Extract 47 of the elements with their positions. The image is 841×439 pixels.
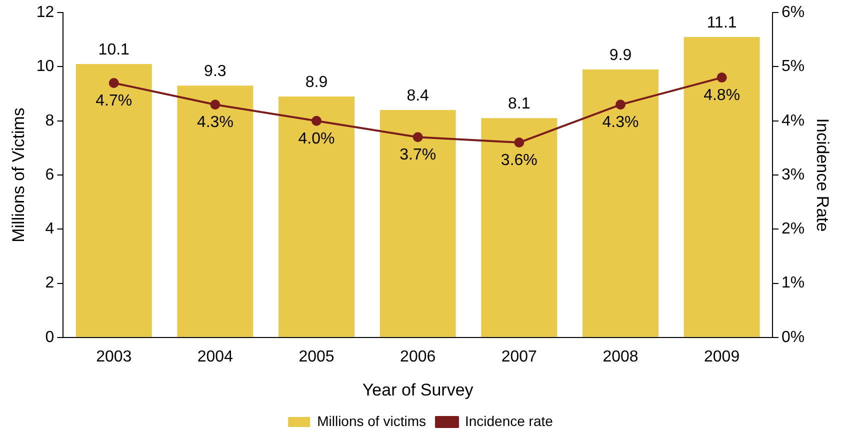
data-label: 8.1 <box>508 96 530 113</box>
data-label: 10.1 <box>98 41 130 58</box>
point <box>716 72 727 83</box>
x-tick-label: 2008 <box>602 348 638 366</box>
data-label: 9.9 <box>609 46 632 64</box>
data-label: 4.3% <box>602 114 639 132</box>
y-tick-label: 12 <box>36 4 54 22</box>
data-label: 4.8% <box>704 86 740 104</box>
x-tick-label: 2007 <box>501 348 538 366</box>
y2-tick-label: 3% <box>781 166 805 184</box>
data-label: 9.3 <box>204 63 226 80</box>
y-tick-label: 8 <box>45 112 54 130</box>
y2-axis-title: Incidence Rate <box>813 118 832 232</box>
data-label: 8.9 <box>305 74 328 91</box>
y-tick-label: 6 <box>45 166 54 184</box>
x-tick-label: 2009 <box>704 348 740 366</box>
y-tick-label: 4 <box>45 220 54 238</box>
point <box>514 138 524 148</box>
data-label: 11.1 <box>706 14 737 32</box>
data-label: 8.4 <box>406 87 430 104</box>
x-tick-label: 2005 <box>298 348 334 366</box>
x-tick-label: 2006 <box>400 348 436 366</box>
y2-tick-label: 4% <box>781 112 805 130</box>
x-tick-label: 2003 <box>96 348 132 366</box>
y2-tick-label: 2% <box>781 220 805 238</box>
y2-tick-label: 0% <box>781 328 805 346</box>
y-tick-label: 0 <box>45 328 54 346</box>
y-tick-label: 10 <box>36 58 54 76</box>
y2-tick-label: 6% <box>781 4 805 22</box>
data-label: 3.7% <box>400 146 436 164</box>
legend-label: Incidence rate <box>464 412 554 429</box>
data-label: 3.6% <box>500 152 538 169</box>
y2-tick-label: 5% <box>781 58 805 76</box>
y2-tick-label: 1% <box>781 274 805 292</box>
point <box>312 116 322 126</box>
point <box>412 132 423 142</box>
data-label: 4.0% <box>298 130 335 148</box>
point <box>108 78 119 88</box>
point <box>210 100 220 110</box>
x-tick-label: 2004 <box>197 348 234 366</box>
data-label: 4.7% <box>96 92 132 110</box>
y-tick-label: 2 <box>45 274 54 292</box>
y-axis-title: Millions of Victims <box>8 108 28 242</box>
data-label: 4.3% <box>196 114 234 132</box>
legend-label: Millions of victims <box>317 412 426 429</box>
x-axis-title: Year of Survey <box>362 380 474 400</box>
point <box>615 100 626 110</box>
